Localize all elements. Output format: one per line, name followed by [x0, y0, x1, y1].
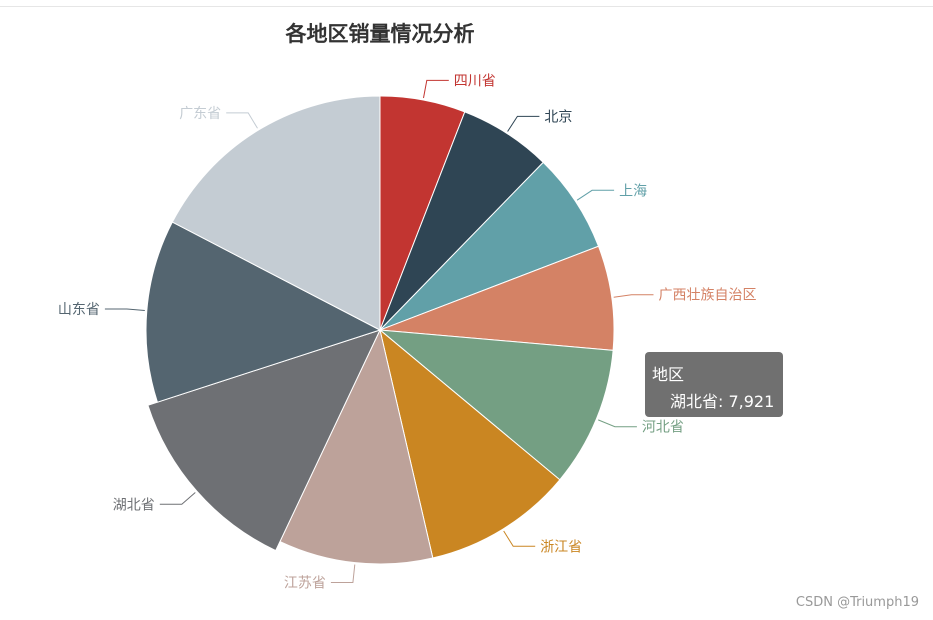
leader-line-9 — [226, 112, 258, 129]
slice-label-8: 山东省 — [58, 302, 100, 318]
pie-slice-8[interactable] — [145, 221, 382, 403]
tooltip-title: 地区 — [652, 365, 685, 384]
leader-line-2 — [576, 189, 615, 201]
tooltip-value: 湖北省: 7,921 — [670, 392, 775, 411]
slice-label-1: 北京 — [544, 109, 572, 125]
leader-line-1 — [507, 115, 540, 132]
slice-label-0: 四川省 — [454, 73, 496, 89]
pie-slice-4[interactable] — [378, 329, 614, 481]
top-divider — [0, 6, 933, 7]
slice-label-9: 广东省 — [179, 106, 221, 122]
leader-line-4 — [598, 419, 637, 428]
chart-title: 各地区销量情况分析 — [285, 22, 475, 46]
pie-slice-9[interactable] — [171, 95, 381, 331]
pie-slice-3[interactable] — [379, 245, 615, 351]
tooltip: 地区 湖北省: 7,921 — [645, 352, 783, 417]
leader-line-8 — [104, 308, 145, 311]
leader-line-7 — [159, 492, 196, 505]
pie-slice-7[interactable] — [147, 329, 381, 552]
leader-line-6 — [330, 564, 356, 583]
leader-line-3 — [613, 294, 654, 298]
slice-label-6: 江苏省 — [284, 576, 326, 592]
slice-label-7: 湖北省 — [113, 497, 155, 513]
slice-label-5: 浙江省 — [540, 539, 582, 555]
slice-label-2: 上海 — [619, 183, 647, 199]
pie-slice-6[interactable] — [279, 328, 434, 565]
leader-line-5 — [503, 530, 536, 547]
leader-line-0 — [423, 79, 449, 99]
slice-label-4: 河北省 — [642, 420, 684, 436]
slice-label-3: 广西壮族自治区 — [659, 288, 757, 304]
watermark: CSDN @Triumph19 — [795, 595, 919, 610]
pie-slice-5[interactable] — [379, 328, 561, 559]
